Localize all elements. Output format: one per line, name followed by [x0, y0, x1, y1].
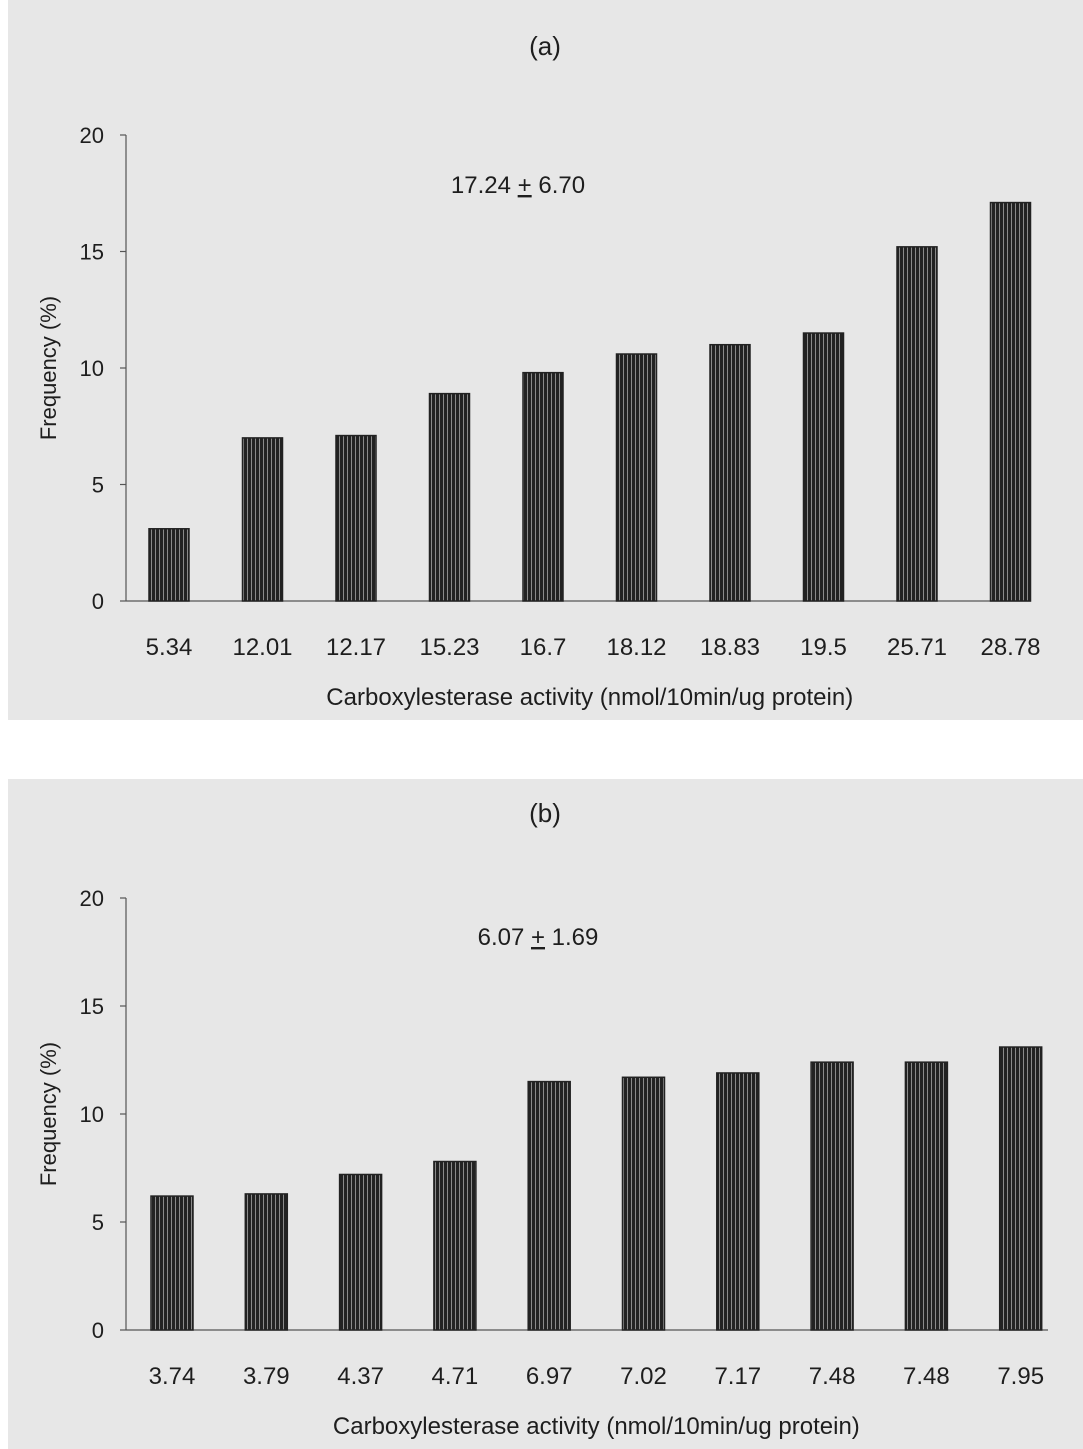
y-tick-label: 10 [80, 1102, 104, 1127]
chart-title: (a) [529, 31, 561, 61]
bar [428, 392, 471, 602]
x-tick-label: 15.23 [419, 634, 479, 661]
chart-panel-b: (b) 6.07 + 1.69 0 5 10 15 20 Frequency (%) 3.74 3… [8, 779, 1083, 1449]
mean-sd-annotation: 6.07 + 1.69 [478, 924, 599, 951]
y-axis-label: Frequency (%) [36, 296, 61, 440]
y-axis-label: Frequency (%) [36, 1042, 61, 1186]
bar [989, 201, 1032, 602]
x-tick-label: 6.97 [526, 1363, 573, 1390]
annotation-mean: 17.24 [451, 172, 518, 199]
bar [621, 1076, 666, 1331]
bar [709, 343, 751, 602]
y-tick-label: 15 [80, 240, 104, 265]
annotation-mean: 6.07 [478, 924, 531, 951]
x-tick-label: 28.78 [980, 634, 1040, 661]
bar [241, 437, 284, 602]
x-tick-label: 12.01 [232, 634, 292, 661]
bar [335, 434, 377, 602]
bar [716, 1072, 760, 1331]
x-tick-label: 7.48 [903, 1363, 950, 1390]
x-tick-label: 18.83 [700, 634, 760, 661]
y-tick-label: 0 [92, 589, 104, 614]
x-axis-label: Carboxylesterase activity (nmol/10min/ug… [326, 684, 853, 711]
x-tick-label: 5.34 [146, 634, 193, 661]
bar [802, 332, 845, 602]
bar [998, 1046, 1043, 1331]
chart-title: (b) [529, 798, 561, 828]
bar [522, 371, 564, 602]
bar [150, 1195, 194, 1331]
bar [433, 1160, 477, 1331]
bar [896, 246, 938, 602]
chart-b: (b) 6.07 + 1.69 0 5 10 15 20 Frequency (%) 3.74 3… [36, 798, 1048, 1440]
y-tick-label: 20 [80, 886, 104, 911]
bar [244, 1193, 289, 1331]
x-tick-label: 18.12 [606, 634, 666, 661]
x-tick-label: 7.48 [809, 1363, 856, 1390]
chart-panel-a: (a) 17.24 + 6.70 0 5 10 15 20 Frequency (%) 5.34… [8, 0, 1083, 720]
x-tick-label: 19.5 [800, 634, 847, 661]
x-tick-label: 4.71 [432, 1363, 479, 1390]
x-tick-label: 12.17 [326, 634, 386, 661]
bar [904, 1061, 949, 1331]
annotation-plus-minus: + [518, 172, 532, 199]
y-tick-label: 15 [80, 994, 104, 1019]
x-tick-label: 4.37 [337, 1363, 384, 1390]
x-axis-label: Carboxylesterase activity (nmol/10min/ug… [333, 1413, 860, 1440]
annotation-plus-minus: + [531, 924, 545, 951]
bar [338, 1173, 383, 1331]
annotation-sd: 6.70 [532, 172, 585, 199]
annotation-sd: 1.69 [545, 924, 598, 951]
y-tick-label: 0 [92, 1318, 104, 1343]
x-tick-label: 25.71 [887, 634, 947, 661]
bar [527, 1080, 571, 1331]
y-tick-label: 5 [92, 1210, 104, 1235]
y-tick-label: 10 [80, 356, 104, 381]
x-tick-label: 7.17 [714, 1363, 761, 1390]
bar [615, 353, 658, 602]
bar [148, 528, 190, 602]
bar [810, 1061, 854, 1331]
mean-sd-annotation: 17.24 + 6.70 [451, 172, 585, 199]
x-tick-label: 3.79 [243, 1363, 290, 1390]
y-tick-label: 20 [80, 123, 104, 148]
x-tick-label: 3.74 [149, 1363, 196, 1390]
x-tick-label: 16.7 [520, 634, 567, 661]
y-tick-label: 5 [92, 473, 104, 498]
x-tick-label: 7.95 [997, 1363, 1044, 1390]
x-tick-label: 7.02 [620, 1363, 667, 1390]
chart-a: (a) 17.24 + 6.70 0 5 10 15 20 Frequency (%) 5.34… [36, 31, 1041, 711]
